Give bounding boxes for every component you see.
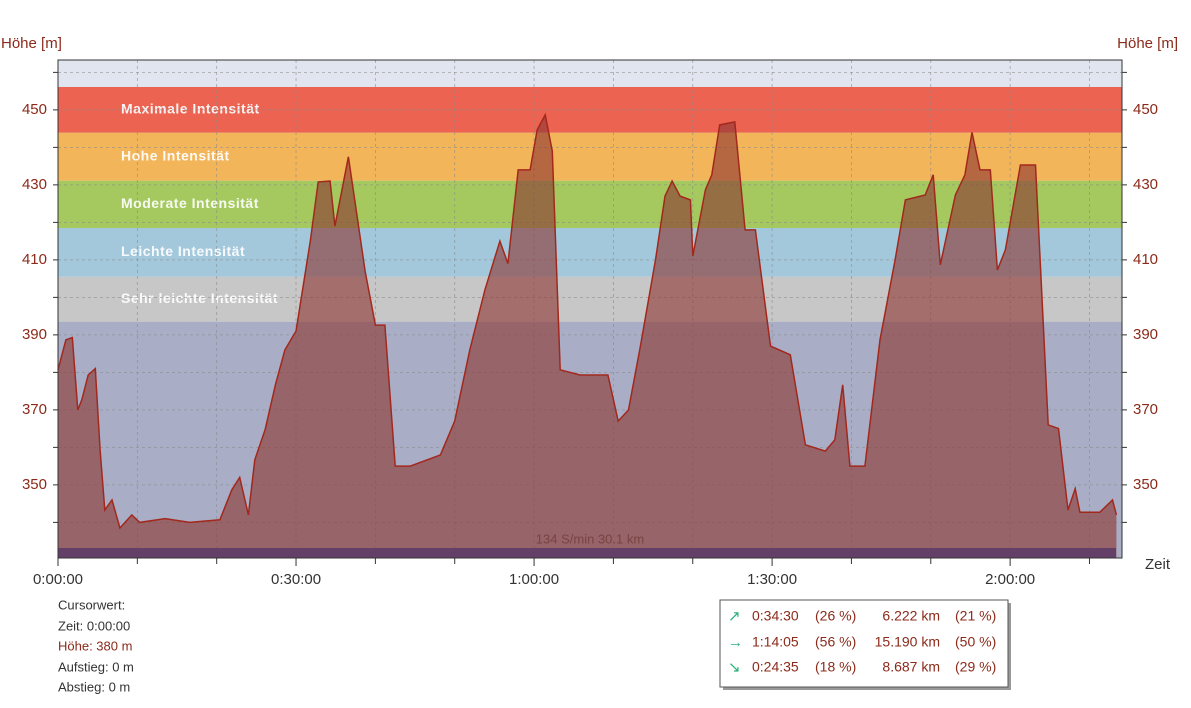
icon-up: ↗ <box>728 608 741 625</box>
cursor-row: Abstieg: 0 m <box>58 679 130 694</box>
stats-cell: (21 %) <box>955 608 996 624</box>
x-tick-label: 1:00:00 <box>509 571 559 588</box>
stats: ↗ → ↘ 0:34:30 (26 %) 6.222 km (21 %) 1:14:05… <box>728 608 996 676</box>
y2-tick-label: 410 <box>1133 251 1158 268</box>
stats-box <box>719 599 1009 688</box>
x-tick-label: 2:00:00 <box>985 571 1035 588</box>
stats-cell: (26 %) <box>815 608 856 624</box>
plot-border <box>57 59 1123 559</box>
zone-label: Hohe Intensität <box>121 147 230 163</box>
stats-cell: (50 %) <box>955 634 996 650</box>
y-tick-label: 410 <box>22 251 47 268</box>
x-axis-label: Zeit <box>1145 556 1171 573</box>
y2-tick-label: 450 <box>1133 101 1158 118</box>
y-tick-label: 390 <box>22 326 47 343</box>
x-tick-label: 1:30:00 <box>747 571 797 588</box>
y-tick-label: 350 <box>22 476 47 493</box>
zone-label: Leichte Intensität <box>121 243 245 259</box>
icon-flat: → <box>728 634 743 651</box>
stats-cell: (29 %) <box>955 659 996 675</box>
zone-label: Sehr leichte Intensität <box>121 290 278 306</box>
zone-band <box>58 87 1122 133</box>
y-axis-label: Höhe [m] <box>1 35 62 52</box>
zone-band <box>58 132 1122 181</box>
y2-tick-label: 350 <box>1133 476 1158 493</box>
x-tick-label: 0:30:00 <box>271 571 321 588</box>
stats-cell: 1:14:05 <box>752 634 799 650</box>
plot-area: Maximale Intensität Hohe Intensität Modera… <box>57 59 1123 559</box>
y-tick-label: 370 <box>22 401 47 418</box>
stats-cell: (18 %) <box>815 659 856 675</box>
cursor-row: Höhe: 380 m <box>58 638 132 653</box>
cursor-row: Zeit: 0:00:00 <box>58 618 130 633</box>
x-tick-label: 0:00:00 <box>33 571 83 588</box>
y-tick-label: 450 <box>22 101 47 118</box>
stats-cell: 6.222 km <box>882 608 940 624</box>
y-tick-label: 430 <box>22 176 47 193</box>
y2-tick-label: 390 <box>1133 326 1158 343</box>
cursor-title: Cursorwert: <box>58 597 125 612</box>
stats-cell: 0:34:30 <box>752 608 799 624</box>
area-fill <box>58 114 1117 559</box>
zone-label: Maximale Intensität <box>121 101 260 117</box>
y2-tick-label: 370 <box>1133 401 1158 418</box>
stats-cell: 0:24:35 <box>752 659 799 675</box>
stats-cell: 8.687 km <box>882 659 940 675</box>
zone-label: Moderate Intensität <box>121 195 259 211</box>
zone-band <box>58 180 1122 228</box>
stats-cell: 15.190 km <box>875 634 940 650</box>
stats-cell: (56 %) <box>815 634 856 650</box>
cursor-row: Aufstieg: 0 m <box>58 659 134 674</box>
icon-down: ↘ <box>728 659 741 676</box>
area-line <box>57 112 1118 530</box>
y2-axis-label: Höhe [m] <box>1117 35 1178 52</box>
y2-tick-label: 430 <box>1133 176 1158 193</box>
